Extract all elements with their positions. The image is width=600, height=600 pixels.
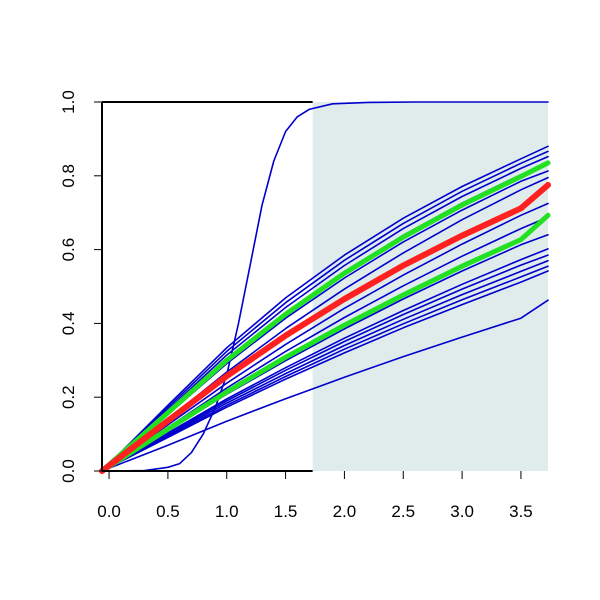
axis-frame [101,101,313,472]
y-tick-label: 0.2 [59,385,78,409]
series-line-thin-15 [101,299,549,472]
series-line-thin-12 [101,259,549,472]
series-line-band-16 [99,160,551,474]
x-tick-label: 1.5 [274,502,298,521]
series-line-thin-4 [101,145,549,472]
y-tick-label: 0.8 [59,164,78,188]
y-tick-label: 1.0 [59,90,78,114]
y-tick-label: 0.4 [59,312,78,336]
series-line-thin-14 [101,270,549,472]
series-line-sigmoid-0 [101,101,549,472]
y-tick-label: 0.6 [59,238,78,262]
x-tick-label: 2.0 [333,502,357,521]
x-tick-label: 1.0 [215,502,239,521]
series-line-band-17 [99,212,551,474]
x-tick-label: 0.0 [97,502,121,521]
x-tick-label: 0.5 [156,502,180,521]
x-axis: 0.0 0.5 1.0 1.5 2.0 2.5 3.0 3.5 [97,471,533,521]
series-layer [99,101,551,474]
x-tick-label: 3.0 [450,502,474,521]
series-line-thin-13 [101,265,549,472]
series-line-thin-11 [101,248,549,472]
series-line-mean-18 [99,182,551,474]
y-axis: 0.0 0.2 0.4 0.6 0.8 1.0 [59,90,102,483]
x-tick-label: 2.5 [391,502,415,521]
series-line-thin-2 [101,155,549,472]
series-line-thin-10 [101,254,549,472]
series-line-thin-7 [101,202,549,472]
y-tick-label: 0.0 [59,459,78,483]
series-line-thin-3 [101,150,549,472]
x-tick-label: 3.5 [509,502,533,521]
